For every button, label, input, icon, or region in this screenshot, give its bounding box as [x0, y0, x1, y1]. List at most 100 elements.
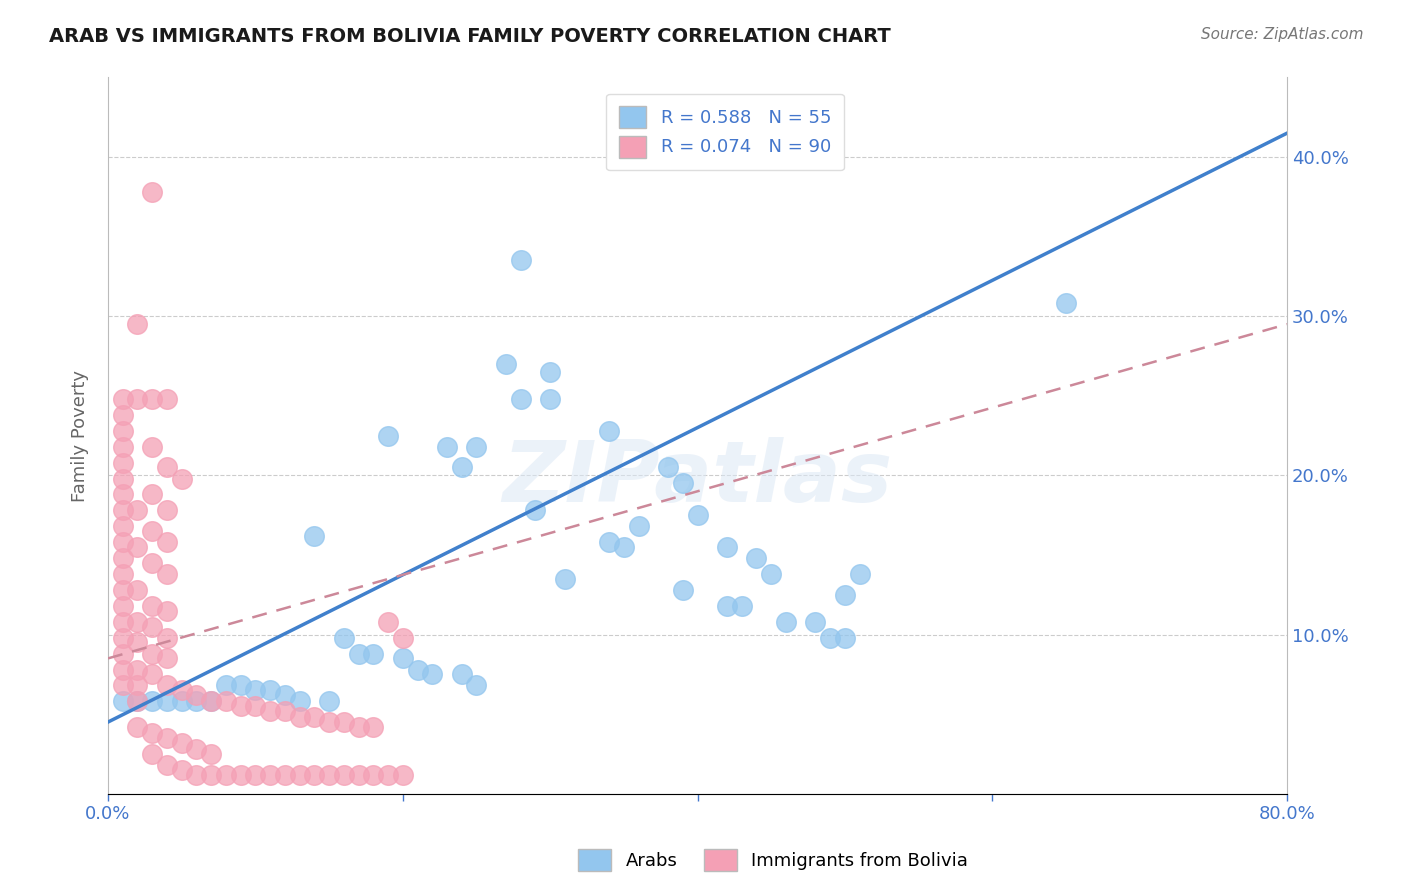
Point — [274, 688, 297, 702]
Point — [509, 253, 531, 268]
Point — [761, 567, 783, 582]
Point — [111, 408, 134, 422]
Point — [377, 428, 399, 442]
Point — [259, 683, 281, 698]
Point — [245, 683, 267, 698]
Point — [111, 647, 134, 661]
Point — [127, 615, 149, 629]
Point — [170, 694, 193, 708]
Point — [304, 767, 326, 781]
Y-axis label: Family Poverty: Family Poverty — [72, 369, 89, 501]
Point — [156, 392, 179, 406]
Point — [775, 615, 797, 629]
Point — [156, 535, 179, 549]
Point — [848, 567, 870, 582]
Point — [215, 767, 238, 781]
Point — [495, 357, 517, 371]
Point — [229, 678, 252, 692]
Point — [111, 631, 134, 645]
Point — [141, 556, 163, 570]
Point — [156, 694, 179, 708]
Point — [111, 694, 134, 708]
Point — [731, 599, 754, 613]
Point — [598, 535, 620, 549]
Point — [347, 767, 370, 781]
Point — [318, 714, 340, 729]
Point — [672, 476, 695, 491]
Point — [288, 710, 311, 724]
Point — [156, 731, 179, 745]
Point — [141, 524, 163, 538]
Point — [127, 392, 149, 406]
Point — [245, 699, 267, 714]
Point — [554, 572, 576, 586]
Point — [318, 767, 340, 781]
Point — [229, 699, 252, 714]
Point — [465, 440, 488, 454]
Point — [111, 440, 134, 454]
Point — [361, 720, 384, 734]
Point — [377, 615, 399, 629]
Point — [627, 126, 650, 140]
Point — [538, 365, 561, 379]
Point — [141, 726, 163, 740]
Point — [288, 767, 311, 781]
Point — [524, 503, 547, 517]
Point — [215, 678, 238, 692]
Point — [127, 663, 149, 677]
Point — [627, 519, 650, 533]
Point — [509, 392, 531, 406]
Point — [156, 758, 179, 772]
Point — [716, 599, 738, 613]
Point — [111, 615, 134, 629]
Point — [111, 599, 134, 613]
Point — [111, 567, 134, 582]
Point — [186, 688, 208, 702]
Point — [141, 599, 163, 613]
Point — [347, 720, 370, 734]
Point — [170, 736, 193, 750]
Point — [361, 767, 384, 781]
Legend: R = 0.588   N = 55, R = 0.074   N = 90: R = 0.588 N = 55, R = 0.074 N = 90 — [606, 94, 844, 170]
Point — [111, 535, 134, 549]
Point — [111, 471, 134, 485]
Point — [111, 663, 134, 677]
Point — [259, 767, 281, 781]
Point — [657, 460, 679, 475]
Point — [377, 767, 399, 781]
Point — [127, 540, 149, 554]
Point — [170, 683, 193, 698]
Point — [141, 667, 163, 681]
Point — [141, 487, 163, 501]
Point — [259, 704, 281, 718]
Point — [141, 185, 163, 199]
Point — [111, 456, 134, 470]
Point — [436, 440, 458, 454]
Point — [141, 619, 163, 633]
Point — [141, 747, 163, 761]
Point — [834, 631, 856, 645]
Legend: Arabs, Immigrants from Bolivia: Arabs, Immigrants from Bolivia — [571, 842, 976, 879]
Point — [686, 508, 709, 523]
Point — [111, 551, 134, 566]
Point — [333, 767, 356, 781]
Point — [111, 582, 134, 597]
Point — [127, 678, 149, 692]
Point — [186, 742, 208, 756]
Point — [450, 460, 472, 475]
Point — [141, 694, 163, 708]
Point — [450, 667, 472, 681]
Point — [613, 540, 636, 554]
Point — [274, 704, 297, 718]
Point — [141, 392, 163, 406]
Point — [672, 582, 695, 597]
Point — [716, 540, 738, 554]
Text: ZIPatlas: ZIPatlas — [502, 437, 893, 520]
Point — [156, 678, 179, 692]
Point — [333, 631, 356, 645]
Point — [215, 694, 238, 708]
Point — [229, 767, 252, 781]
Point — [156, 631, 179, 645]
Point — [347, 647, 370, 661]
Point — [127, 317, 149, 331]
